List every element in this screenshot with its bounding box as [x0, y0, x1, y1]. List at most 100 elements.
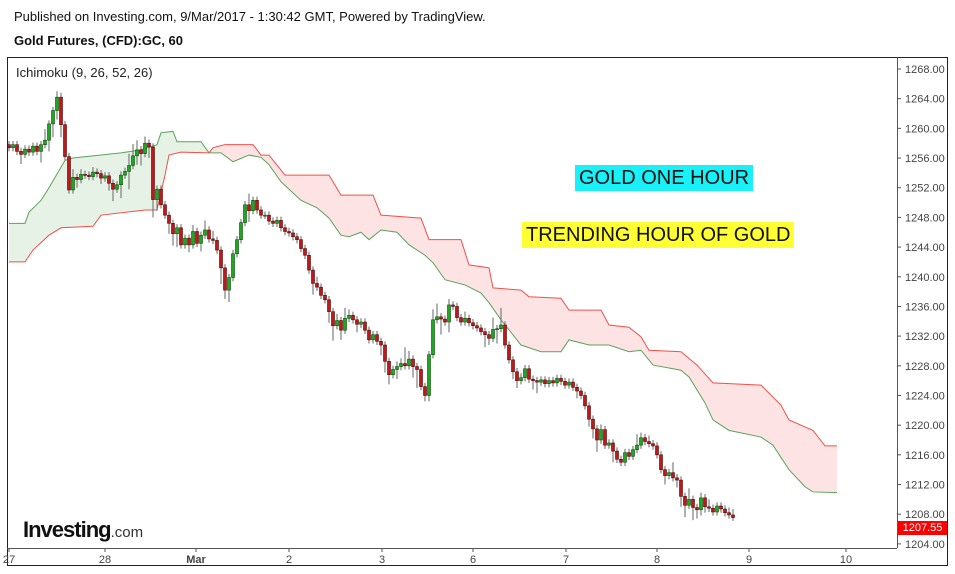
candle [419, 365, 423, 391]
cloud-segment [629, 327, 633, 352]
candle [39, 140, 43, 163]
candle [683, 492, 687, 518]
candle-body-up [55, 96, 59, 111]
time-tick-label: 2 [286, 554, 292, 566]
price-tick-label: 1256.00 [905, 153, 945, 165]
candle [491, 317, 495, 343]
annotation-trending-hour[interactable]: TRENDING HOUR OF GOLD [522, 222, 795, 248]
cloud-segment [357, 195, 361, 234]
candle [539, 376, 543, 386]
candle-body-up [699, 497, 703, 511]
cloud-segment [729, 383, 733, 432]
candle-body-down [603, 429, 607, 446]
candle [663, 465, 667, 485]
candle [115, 181, 119, 193]
candle [543, 376, 547, 388]
cloud-segment [689, 358, 693, 384]
candle [599, 424, 603, 444]
cloud-segment [709, 378, 713, 420]
candle [459, 313, 463, 326]
candle-body-up [239, 222, 243, 240]
candle-body-up [599, 429, 603, 441]
candle [499, 307, 503, 333]
cloud-segment [493, 287, 497, 315]
cloud-segment [585, 310, 589, 346]
candle [95, 168, 99, 178]
candle-body-down [551, 380, 555, 384]
candle [151, 143, 155, 218]
cloud-segment [697, 365, 701, 397]
candle-body-down [655, 445, 659, 456]
cloud-segment [385, 215, 389, 232]
candle [347, 309, 351, 323]
candle-body-down [683, 496, 687, 506]
candle-body-down [531, 378, 535, 381]
candle-body-down [267, 214, 271, 222]
candle [411, 355, 415, 378]
candle-body-down [659, 454, 663, 470]
candle [707, 499, 711, 512]
cloud-segment [757, 384, 761, 438]
cloud-segment [237, 144, 241, 161]
candle [179, 224, 183, 249]
candle-body-down [443, 318, 447, 323]
candle-body-down [707, 506, 711, 509]
candle-body-up [539, 379, 543, 383]
cloud-segment [233, 144, 237, 162]
candle-body-down [95, 171, 99, 174]
cloud-segment [565, 304, 569, 346]
candle-body-down [171, 223, 175, 235]
cloud-segment [485, 267, 489, 303]
candle-body-up [399, 363, 403, 367]
cloud-segment [293, 175, 297, 197]
candle [359, 318, 363, 328]
candle [91, 166, 95, 181]
candle-body-up [523, 368, 527, 378]
candle [155, 185, 159, 211]
candle [191, 224, 195, 249]
candle-body-up [687, 499, 691, 506]
candle [295, 232, 299, 244]
candle [555, 374, 559, 387]
cloud-segment [409, 217, 413, 248]
annotation-gold-one-hour[interactable]: GOLD ONE HOUR [575, 165, 754, 191]
cloud-segment [473, 265, 477, 292]
cloud-segment [561, 298, 565, 352]
cloud-segment [241, 144, 245, 159]
cloud-segment [777, 401, 781, 458]
cloud-segment [309, 175, 313, 206]
cloud-segment [365, 195, 369, 240]
cloud-segment [577, 310, 581, 343]
candle-body-up [607, 442, 611, 446]
candle-body-down [291, 232, 295, 237]
time-tick-label: 9 [746, 554, 752, 566]
cloud-segment [397, 216, 401, 237]
candle-body-down [111, 182, 115, 190]
candle-body-up [343, 318, 347, 331]
candle-body-down [255, 200, 259, 211]
candle-body-up [547, 380, 551, 384]
candle [375, 330, 379, 346]
time-tick-label: 7 [563, 554, 569, 566]
cloud-segment [477, 266, 481, 294]
cloud-segment [713, 382, 717, 423]
candle [667, 468, 671, 480]
cloud-segment [373, 195, 377, 237]
price-tick-label: 1260.00 [905, 123, 945, 135]
candle-body-down [691, 499, 695, 508]
cloud-segment [189, 141, 193, 153]
candle [511, 356, 515, 380]
candle-body-down [671, 472, 675, 479]
cloud-segment [425, 228, 429, 259]
candle [87, 171, 91, 181]
candle-body-down [511, 359, 515, 373]
indicator-label[interactable]: Ichimoku (9, 26, 52, 26) [16, 65, 153, 80]
price-tick-label: 1204.00 [905, 539, 945, 551]
candle-body-down [363, 321, 367, 331]
cloud-segment [201, 141, 205, 153]
cloud-segment [465, 252, 469, 287]
cloud-segment [253, 144, 257, 157]
candle [715, 502, 719, 516]
candle-body-down [479, 327, 483, 332]
